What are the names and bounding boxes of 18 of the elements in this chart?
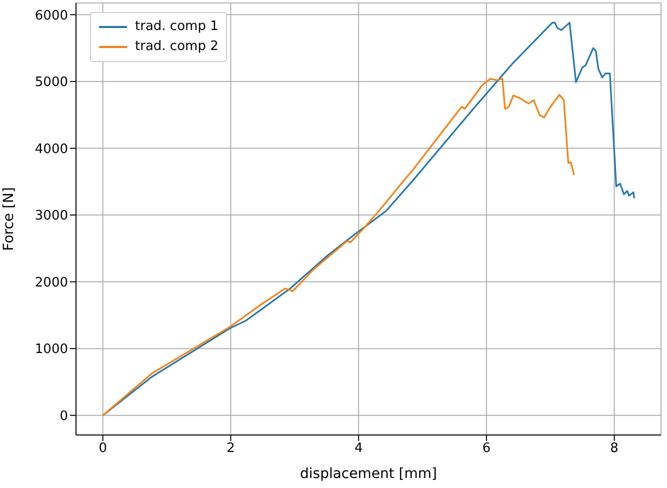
x-tick-label: 4: [354, 441, 363, 456]
y-tick-label: 6000: [34, 8, 68, 24]
x-axis-title: displacement [mm]: [300, 466, 437, 482]
x-tick-label: 0: [98, 441, 107, 456]
y-tick-label: 1000: [34, 342, 68, 358]
y-tick-label: 5000: [34, 75, 68, 90]
line-series: [102, 78, 575, 416]
y-axis-title: Force [N]: [0, 187, 17, 251]
legend-label: trad. comp 2: [135, 38, 218, 56]
y-tick-label: 3000: [34, 208, 68, 224]
x-tick-label: 6: [482, 441, 491, 456]
x-tick-label: 8: [610, 441, 618, 456]
line-series: [102, 22, 635, 416]
y-tick-label: 0: [60, 408, 68, 424]
legend-label: trad. comp 1: [135, 18, 218, 36]
y-tick-label: 2000: [34, 275, 68, 290]
y-tick-label: 4000: [34, 142, 68, 157]
x-tick-label: 2: [226, 441, 235, 456]
